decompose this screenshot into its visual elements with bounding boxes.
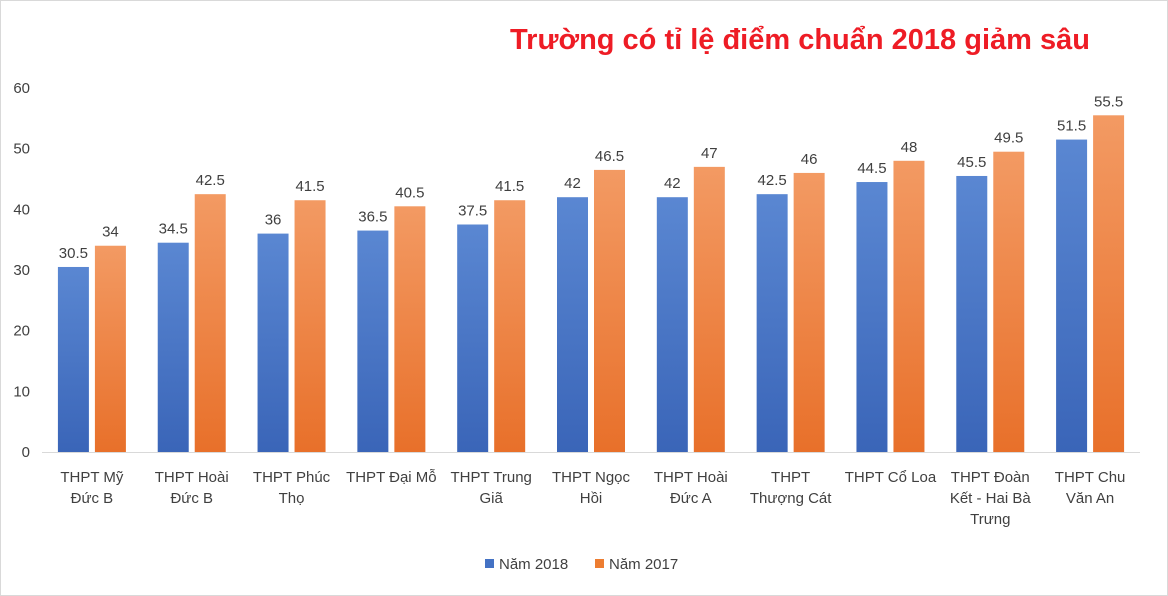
- y-tick-label: 50: [13, 141, 30, 158]
- bar-nam-2018: [1056, 139, 1088, 453]
- legend-swatch: [595, 559, 604, 568]
- category-label: THPT Đoàn: [951, 469, 1030, 486]
- y-tick-label: 60: [13, 80, 30, 97]
- data-label: 41.5: [295, 178, 324, 195]
- data-label: 42.5: [758, 172, 787, 189]
- bar-nam-2017: [594, 169, 625, 452]
- bar-nam-2017: [394, 206, 426, 452]
- bar-nam-2018: [357, 230, 389, 452]
- y-tick-label: 30: [13, 262, 30, 279]
- y-tick-label: 40: [13, 201, 30, 218]
- bar-nam-2017: [993, 151, 1025, 452]
- y-tick-label: 0: [22, 444, 30, 461]
- category-label: THPT Ngọc: [552, 469, 631, 486]
- data-label: 49.5: [994, 130, 1023, 147]
- bar-nam-2018: [457, 224, 489, 452]
- category-label: Kết - Hai Bà: [950, 490, 1032, 507]
- category-label: THPT: [771, 469, 810, 486]
- data-label: 48: [901, 139, 918, 156]
- data-label: 42: [664, 175, 681, 192]
- category-label: THPT Đại Mỗ: [346, 469, 437, 486]
- data-label: 41.5: [495, 178, 524, 195]
- bar-nam-2018: [557, 197, 588, 452]
- data-label: 55.5: [1094, 93, 1123, 110]
- legend-label: Năm 2018: [499, 556, 568, 573]
- bar-nam-2018: [656, 197, 688, 452]
- bar-nam-2018: [856, 182, 888, 453]
- data-label: 34: [102, 224, 119, 241]
- data-label: 42.5: [196, 172, 225, 189]
- category-label: THPT Chu: [1055, 469, 1126, 486]
- data-label: 36.5: [358, 209, 387, 226]
- legend-label: Năm 2017: [609, 556, 678, 573]
- bar-nam-2018: [57, 266, 89, 452]
- data-label: 30.5: [59, 245, 88, 262]
- data-label: 51.5: [1057, 118, 1086, 135]
- bar-nam-2017: [693, 166, 725, 452]
- data-label: 47: [701, 145, 718, 162]
- bar-nam-2017: [194, 194, 226, 452]
- category-label: Thượng Cát: [750, 490, 832, 507]
- category-label: Đức B: [170, 490, 213, 507]
- data-label: 40.5: [395, 184, 424, 201]
- data-label: 46.5: [595, 148, 624, 165]
- bar-nam-2018: [257, 233, 289, 452]
- data-label: 42: [564, 175, 581, 192]
- category-label: Văn An: [1066, 490, 1114, 507]
- data-label: 34.5: [159, 221, 188, 238]
- bar-nam-2017: [94, 245, 126, 452]
- bar-nam-2017: [793, 172, 825, 452]
- category-label: Hồi: [580, 490, 603, 507]
- bar-nam-2018: [756, 194, 788, 452]
- data-label: 44.5: [857, 160, 886, 177]
- category-label: Đức A: [670, 490, 712, 507]
- data-label: 46: [801, 151, 818, 168]
- category-label: Trưng: [970, 511, 1010, 528]
- y-tick-label: 10: [13, 383, 30, 400]
- chart-title: Trường có tỉ lệ điểm chuẩn 2018 giảm sâu: [510, 24, 1090, 56]
- category-label: Thọ: [279, 490, 305, 507]
- category-label: THPT Hoài: [155, 469, 229, 486]
- category-label: THPT Trung: [450, 469, 531, 486]
- category-label: THPT Mỹ: [60, 469, 124, 486]
- data-label: 37.5: [458, 203, 487, 220]
- bar-nam-2017: [893, 160, 925, 453]
- category-label: THPT Cổ Loa: [845, 469, 937, 486]
- bar-nam-2018: [956, 175, 988, 452]
- bar-nam-2018: [157, 242, 189, 452]
- legend-swatch: [485, 559, 494, 568]
- bar-nam-2017: [494, 200, 526, 452]
- category-label: Giã: [480, 490, 504, 507]
- data-label: 36: [265, 212, 282, 229]
- data-label: 45.5: [957, 154, 986, 171]
- bar-nam-2017: [294, 200, 326, 452]
- bar-nam-2017: [1093, 115, 1125, 453]
- category-label: Đức B: [71, 490, 114, 507]
- y-tick-label: 20: [13, 323, 30, 340]
- category-label: THPT Hoài: [654, 469, 728, 486]
- category-label: THPT Phúc: [253, 469, 331, 486]
